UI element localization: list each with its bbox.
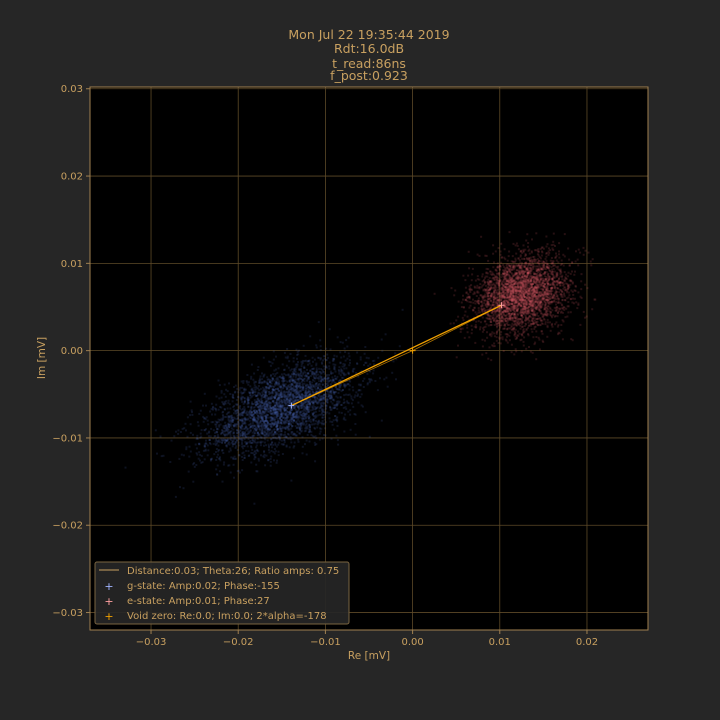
- x-axis-label: Re [mV]: [348, 650, 390, 662]
- title-line-3: t_read:86ns: [332, 56, 406, 71]
- legend-g-state-label: g-state: Amp:0.02; Phase:-155: [127, 581, 280, 592]
- x-tick-label-4: 0.01: [489, 637, 511, 648]
- state-overlay: [288, 302, 505, 409]
- legend: Distance:0.03; Theta:26; Ratio amps: 0.7…: [94, 561, 350, 625]
- y-tick-label-1: −0.02: [52, 521, 83, 532]
- chart-title: Mon Jul 22 19:35:44 2019 Rdt:16.0dB t_re…: [288, 27, 449, 83]
- x-axis-ticks: −0.03 −0.02 −0.01 0.00 0.01 0.02: [136, 630, 598, 648]
- legend-box: [94, 561, 350, 625]
- legend-distance-label: Distance:0.03; Theta:26; Ratio amps: 0.7…: [127, 566, 339, 577]
- scatter-clouds: [124, 231, 597, 505]
- legend-g-state-marker: +: [104, 580, 113, 593]
- plot-frame: [89, 86, 649, 631]
- y-tick-label-2: −0.01: [52, 433, 83, 444]
- g-state-marker: [288, 402, 295, 409]
- y-tick-label-6: 0.03: [61, 84, 83, 95]
- x-tick-label-3: 0.00: [401, 637, 423, 648]
- x-tick-label-0: −0.03: [136, 637, 167, 648]
- y-tick-label-0: −0.03: [52, 608, 83, 619]
- legend-void-zero-marker: +: [104, 610, 113, 623]
- x-tick-label-2: −0.01: [310, 637, 341, 648]
- void-to-g-line: [291, 350, 413, 407]
- legend-e-state-label: e-state: Amp:0.01; Phase:27: [127, 596, 270, 607]
- y-tick-label-5: 0.02: [61, 172, 83, 183]
- title-line-2: Rdt:16.0dB: [334, 41, 404, 56]
- g-state-cloud: [124, 308, 404, 505]
- void-to-e-line: [412, 304, 502, 351]
- title-line-1: Mon Jul 22 19:35:44 2019: [288, 27, 449, 42]
- distance-line: [291, 304, 502, 407]
- legend-e-state-marker: +: [104, 595, 113, 608]
- e-state-marker: [498, 302, 505, 309]
- legend-void-zero-label: Void zero: Re:0.0; Im:0.0; 2*alpha=-178: [127, 611, 327, 622]
- x-tick-label-1: −0.02: [223, 637, 254, 648]
- y-axis-ticks: −0.03 −0.02 −0.01 0.00 0.01 0.02 0.03: [52, 84, 90, 619]
- grid-lines: [90, 87, 648, 630]
- e-state-cloud: [433, 231, 597, 362]
- y-tick-label-3: 0.00: [61, 346, 83, 357]
- y-axis-label: Im [mV]: [36, 337, 48, 379]
- x-tick-label-5: 0.02: [576, 637, 598, 648]
- y-tick-label-4: 0.01: [61, 259, 83, 270]
- title-line-4: f_post:0.923: [330, 68, 408, 83]
- void-zero-marker: [409, 347, 416, 354]
- plot-area: [90, 87, 648, 630]
